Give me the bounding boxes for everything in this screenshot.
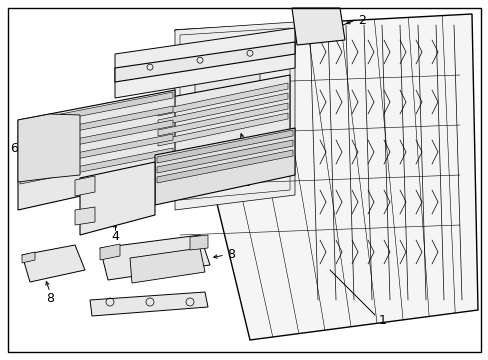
Polygon shape	[155, 128, 294, 205]
Polygon shape	[20, 134, 173, 170]
Text: 3: 3	[129, 51, 137, 64]
Polygon shape	[115, 28, 294, 98]
Polygon shape	[18, 114, 80, 182]
Polygon shape	[80, 162, 155, 235]
Polygon shape	[291, 8, 345, 45]
Text: 7: 7	[243, 139, 250, 152]
Text: 1: 1	[378, 314, 386, 327]
Polygon shape	[130, 248, 204, 283]
Text: 8: 8	[226, 248, 235, 261]
Polygon shape	[20, 148, 173, 184]
Polygon shape	[155, 75, 289, 165]
Polygon shape	[115, 42, 294, 82]
Polygon shape	[100, 235, 209, 280]
Text: 4: 4	[111, 230, 119, 243]
Polygon shape	[158, 103, 287, 136]
Polygon shape	[158, 83, 287, 116]
Polygon shape	[22, 252, 35, 263]
Polygon shape	[175, 14, 477, 340]
Text: 5: 5	[244, 176, 251, 189]
Polygon shape	[158, 93, 287, 126]
Polygon shape	[22, 245, 85, 282]
Polygon shape	[195, 115, 260, 170]
Polygon shape	[90, 292, 207, 316]
Text: 6: 6	[10, 141, 18, 154]
Text: 2: 2	[357, 14, 365, 27]
Polygon shape	[157, 150, 292, 183]
Polygon shape	[190, 235, 207, 250]
Polygon shape	[175, 22, 294, 210]
Polygon shape	[20, 120, 173, 156]
Polygon shape	[75, 176, 95, 196]
Polygon shape	[158, 113, 287, 146]
Polygon shape	[18, 90, 175, 210]
Polygon shape	[195, 50, 260, 105]
Polygon shape	[20, 92, 173, 128]
Polygon shape	[157, 130, 292, 163]
Polygon shape	[20, 106, 173, 142]
Polygon shape	[75, 207, 95, 225]
Polygon shape	[157, 140, 292, 173]
Text: 8: 8	[46, 292, 54, 305]
Polygon shape	[100, 244, 120, 260]
